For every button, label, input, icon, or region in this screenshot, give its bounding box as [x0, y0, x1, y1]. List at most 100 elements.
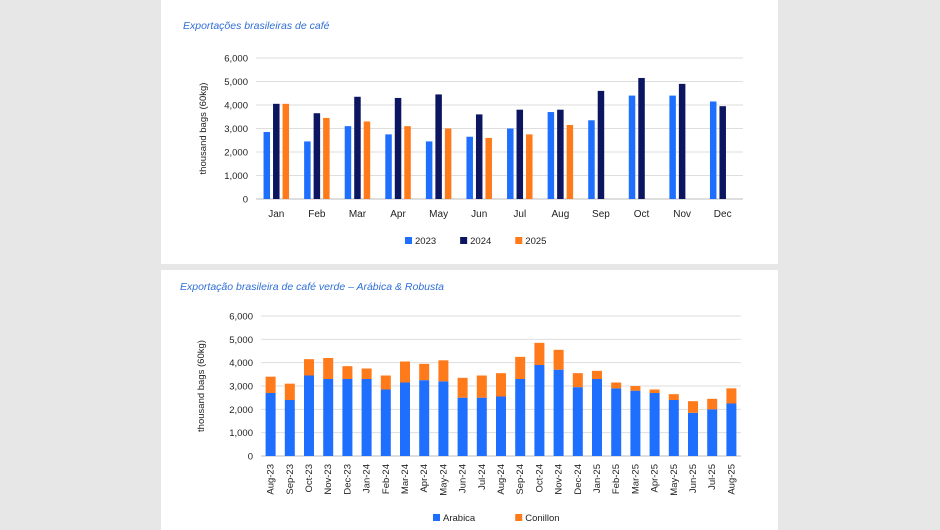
- x-tick-label: Aug-24: [496, 464, 507, 495]
- bar-conillon: [707, 398, 718, 410]
- bar-arabica: [419, 380, 430, 456]
- bar-2025: [526, 134, 533, 199]
- x-tick-label: Mar: [349, 209, 367, 220]
- bar-arabica: [553, 369, 564, 456]
- bar-2024: [678, 83, 686, 199]
- bar-conillon: [592, 370, 602, 379]
- x-tick-label: May-25: [669, 464, 680, 496]
- bar-2024: [273, 103, 280, 199]
- bar-2023: [669, 95, 676, 199]
- bar-conillon: [572, 373, 583, 388]
- x-tick-label: Nov-24: [554, 464, 565, 495]
- bar-conillon: [323, 358, 334, 379]
- y-tick-label: 5,000: [229, 335, 253, 346]
- bar-2025: [363, 121, 371, 199]
- x-tick-label: Apr: [390, 209, 406, 220]
- bar-arabica: [361, 379, 372, 456]
- legend-label: Arabica: [443, 513, 476, 524]
- x-tick-label: Aug: [551, 209, 569, 220]
- x-tick-label: Jan-24: [362, 464, 373, 493]
- bar-arabica: [649, 393, 660, 456]
- chart-title: Exportação brasileira de café verde – Ar…: [180, 281, 445, 293]
- x-tick-label: May: [429, 209, 448, 220]
- legend-label: 2025: [525, 236, 546, 247]
- bar-2023: [344, 126, 352, 199]
- bar-arabica: [438, 381, 449, 456]
- legend-swatch: [515, 237, 523, 244]
- bar-conillon: [649, 389, 660, 393]
- bar-conillon: [553, 349, 564, 370]
- bar-conillon: [534, 342, 545, 365]
- chart-title: Exportações brasileiras de café: [183, 20, 330, 32]
- x-tick-label: Feb-24: [381, 464, 392, 494]
- bar-conillon: [284, 383, 295, 400]
- bar-2023: [588, 120, 595, 199]
- legend-label: Conillon: [525, 513, 559, 524]
- bar-conillon: [400, 361, 410, 383]
- bar-arabica: [611, 388, 622, 456]
- y-tick-label: 2,000: [224, 148, 248, 159]
- y-tick-label: 6,000: [229, 312, 253, 323]
- bar-conillon: [457, 377, 468, 398]
- bar-arabica: [342, 379, 353, 456]
- bar-conillon: [726, 388, 737, 404]
- bar-arabica: [726, 403, 737, 456]
- bar-2024: [354, 96, 361, 199]
- x-tick-label: Dec: [714, 209, 732, 220]
- bar-arabica: [380, 389, 391, 456]
- bar-arabica: [284, 400, 295, 456]
- bar-2023: [304, 141, 311, 199]
- x-tick-label: Sep-24: [515, 464, 526, 495]
- bar-conillon: [304, 359, 314, 376]
- bar-conillon: [380, 375, 391, 390]
- bar-2024: [475, 114, 483, 199]
- bar-2023: [507, 128, 514, 199]
- bar-2025: [404, 126, 411, 199]
- y-tick-label: 1,000: [224, 171, 248, 182]
- x-tick-label: Aug-23: [266, 464, 277, 495]
- bar-arabica: [265, 393, 276, 456]
- legend-swatch: [515, 514, 523, 521]
- y-axis-label: thousand bags (60kg): [196, 340, 207, 432]
- legend-swatch: [405, 237, 412, 244]
- x-tick-label: Oct: [634, 209, 650, 220]
- x-tick-label: Apr-24: [419, 464, 430, 493]
- bar-2023: [547, 112, 555, 199]
- bar-2024: [516, 109, 524, 199]
- bar-2025: [444, 128, 452, 199]
- bar-2023: [628, 95, 636, 199]
- y-tick-label: 6,000: [224, 54, 248, 65]
- bar-arabica: [515, 379, 526, 456]
- x-tick-label: Jul-25: [707, 464, 718, 490]
- bar-arabica: [304, 375, 314, 456]
- legend-swatch: [433, 514, 440, 521]
- x-tick-label: Jan-25: [592, 464, 603, 493]
- bar-arabica: [534, 365, 545, 456]
- bar-arabica: [457, 397, 468, 456]
- stacked-bar-chart: 0 1,000 2,000 3,000 4,000 5,000 6,000 thousand …: [196, 312, 741, 524]
- bar-conillon: [361, 368, 372, 379]
- y-tick-label: 3,000: [229, 382, 253, 393]
- x-tick-label: Feb-25: [611, 464, 622, 494]
- bar-2023: [466, 136, 473, 199]
- bar-arabica: [476, 397, 487, 456]
- bar-2023: [709, 101, 717, 199]
- bar-2024: [394, 97, 402, 199]
- bar-conillon: [265, 376, 276, 393]
- bar-2023: [425, 141, 433, 199]
- bar-2023: [263, 132, 271, 199]
- y-tick-label: 4,000: [229, 358, 253, 369]
- bar-2023: [385, 134, 392, 199]
- y-tick-label: 4,000: [224, 101, 248, 112]
- bar-arabica: [707, 409, 718, 456]
- bar-2024: [313, 113, 321, 199]
- x-tick-label: Oct-24: [534, 464, 545, 493]
- y-tick-label: 1,000: [229, 428, 253, 439]
- bar-conillon: [419, 363, 430, 381]
- x-tick-label: Feb: [308, 209, 326, 220]
- y-axis-label: thousand bags (60kg): [198, 83, 209, 175]
- bar-2024: [435, 94, 442, 199]
- bar-arabica: [572, 387, 583, 456]
- bar-arabica: [592, 379, 602, 456]
- x-tick-label: Oct-23: [304, 464, 315, 493]
